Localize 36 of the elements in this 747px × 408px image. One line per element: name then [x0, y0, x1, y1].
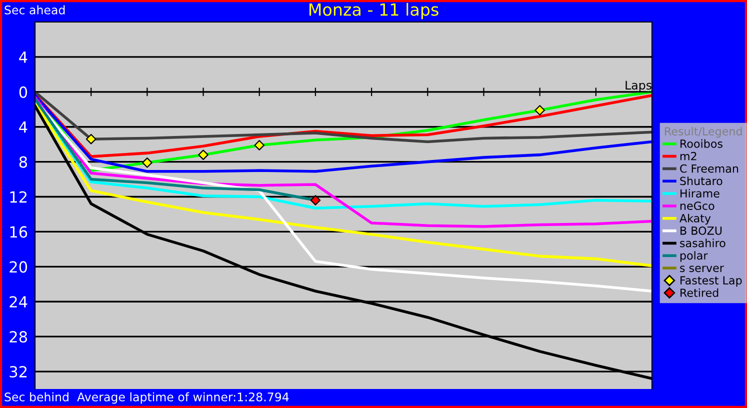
text: Sec behind	[4, 392, 68, 402]
y-tick-label: 32	[10, 366, 27, 378]
point	[142, 158, 152, 168]
y-tick-label: 12	[10, 191, 27, 203]
y-tick-label: 4	[19, 122, 28, 133]
text: Average laptime of winner:1:28.794	[77, 392, 289, 404]
point	[310, 195, 321, 206]
legend-label: sasahiro	[680, 238, 726, 248]
point	[198, 150, 208, 160]
y-tick-label: 28	[10, 331, 28, 343]
legend-label: B BOZU	[680, 226, 722, 235]
y-tick-label: 0	[19, 86, 28, 98]
line-series	[35, 90, 652, 144]
legend-label: m2	[680, 152, 696, 160]
legend-title: Result/Legend	[664, 126, 742, 138]
legend-label: Shutaro	[680, 176, 722, 186]
legend-label: s server	[680, 266, 724, 272]
y-tick-label: 24	[10, 296, 28, 308]
y-tick-label: 20	[10, 261, 28, 273]
legend-label: Rooibos	[680, 139, 722, 148]
legend-label: neGco	[680, 202, 714, 210]
point	[534, 105, 545, 116]
y-tick-label: 4	[19, 52, 28, 63]
legend-label: polar	[680, 251, 708, 262]
legend-label: Retired	[680, 288, 718, 297]
y-tick-label: 8	[19, 156, 28, 168]
legend-label: Hirame	[680, 188, 720, 198]
x-axis-title: Laps	[626, 80, 652, 92]
chart-title: Monza - 11 laps	[309, 2, 438, 20]
legend-label: C Freeman	[680, 164, 738, 173]
legend-label: Akaty	[680, 214, 711, 225]
legend-label: Fastest Lap	[680, 276, 742, 287]
y-axis-title: Sec ahead	[4, 5, 65, 14]
point	[86, 134, 96, 144]
point	[254, 140, 265, 150]
y-tick-label: 16	[10, 226, 28, 238]
